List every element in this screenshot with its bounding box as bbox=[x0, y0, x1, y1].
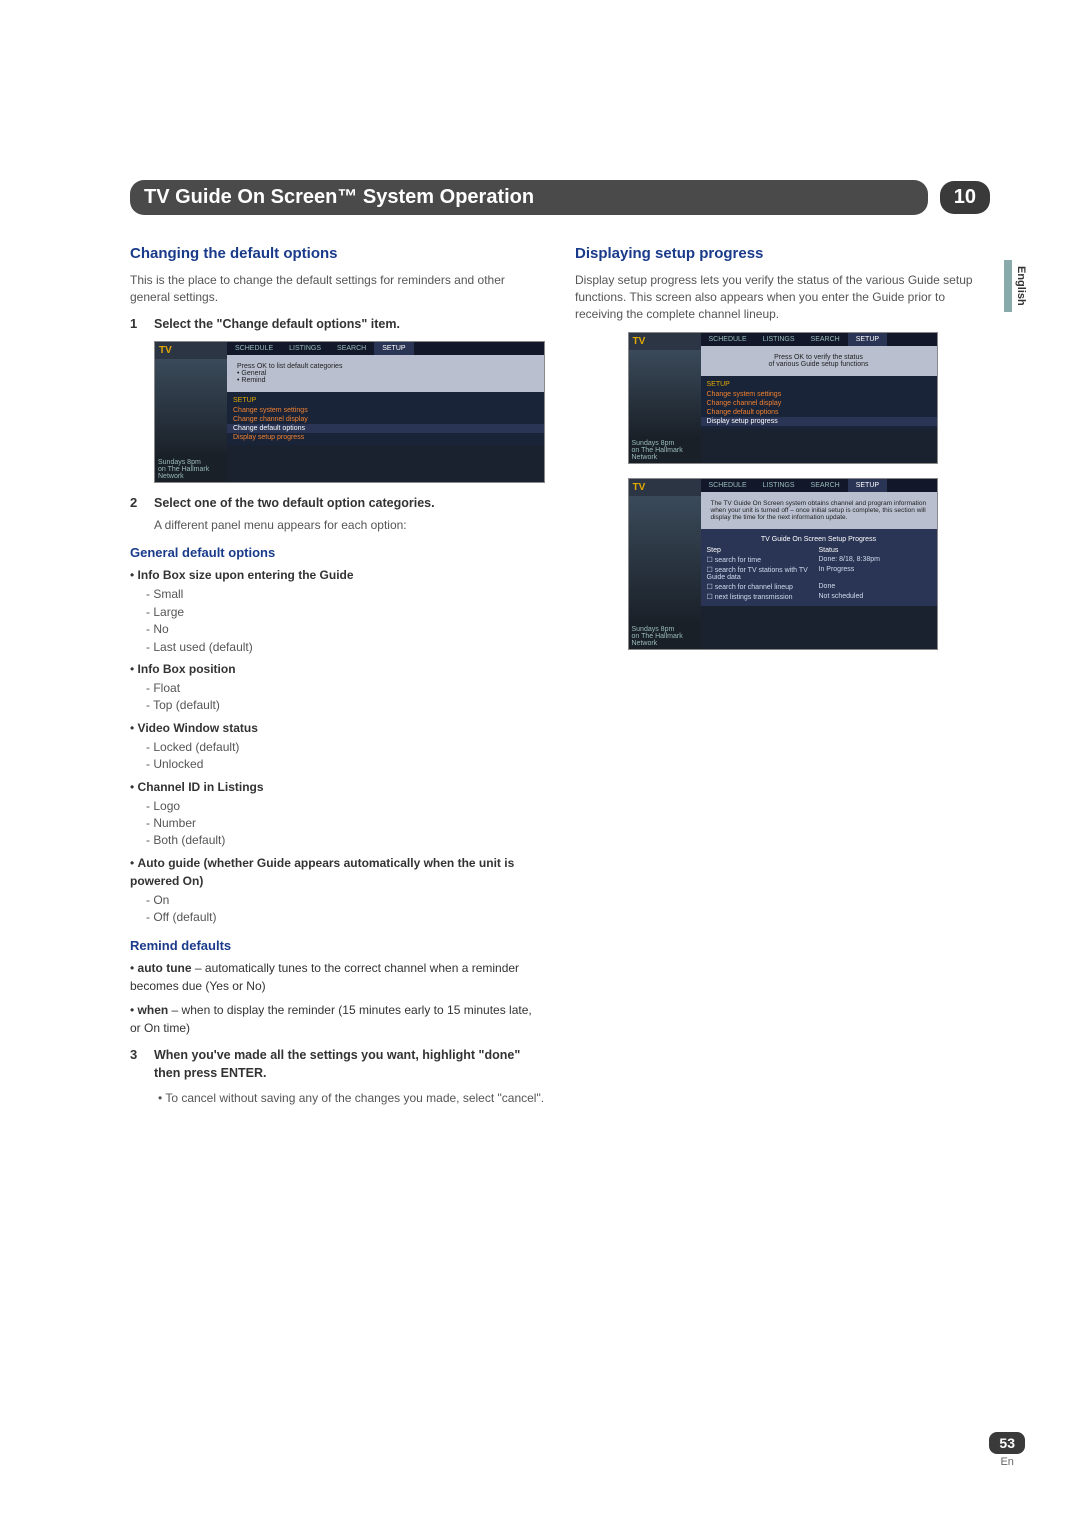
info-text: Press OK to verify the status bbox=[711, 354, 927, 361]
step-number: 1 bbox=[130, 316, 144, 331]
step-number: 2 bbox=[130, 495, 144, 510]
option-value: - Float bbox=[146, 680, 545, 697]
progress-status: In Progress bbox=[819, 566, 931, 581]
show-network: on The Hallmark Network bbox=[632, 633, 698, 647]
progress-step: ☐ search for TV stations with TV Guide d… bbox=[707, 566, 819, 581]
step-subtext: A different panel menu appears for each … bbox=[154, 517, 435, 534]
info-text: The TV Guide On Screen system obtains ch… bbox=[711, 500, 927, 521]
setup-menu-item-selected: Change default options bbox=[227, 424, 544, 433]
section-title-left: Changing the default options bbox=[130, 245, 545, 262]
tab-search: SEARCH bbox=[803, 479, 848, 492]
info-text: Press OK to list default categories bbox=[237, 363, 534, 370]
screenshot-setup-progress-status: TV Sundays 8pm on The Hallmark Network S… bbox=[628, 478, 938, 650]
section-title-right: Displaying setup progress bbox=[575, 245, 990, 262]
info-text: • Remind bbox=[237, 377, 534, 384]
chapter-number-badge: 10 bbox=[940, 181, 990, 214]
option-value: - Unlocked bbox=[146, 756, 545, 773]
tab-setup: SETUP bbox=[374, 342, 413, 355]
chapter-title: TV Guide On Screen™ System Operation bbox=[130, 180, 928, 215]
tv-logo: TV bbox=[155, 342, 227, 359]
option-heading: • Auto guide (whether Guide appears auto… bbox=[130, 854, 545, 890]
option-value: - Last used (default) bbox=[146, 639, 545, 656]
progress-header: Step bbox=[707, 547, 819, 554]
tab-schedule: SCHEDULE bbox=[701, 333, 755, 346]
tv-logo: TV bbox=[629, 333, 701, 350]
option-value: - Both (default) bbox=[146, 832, 545, 849]
tab-schedule: SCHEDULE bbox=[701, 479, 755, 492]
progress-header: Status bbox=[819, 547, 931, 554]
option-value: - Small bbox=[146, 586, 545, 603]
tv-logo: TV bbox=[629, 479, 701, 496]
page-footer: 53 En bbox=[989, 1432, 1025, 1468]
remind-item: • when – when to display the reminder (1… bbox=[130, 1001, 545, 1037]
screenshot-change-defaults: TV Sundays 8pm on The Hallmark Network S… bbox=[154, 341, 545, 483]
tab-search: SEARCH bbox=[803, 333, 848, 346]
left-column: Changing the default options This is the… bbox=[130, 245, 545, 1107]
progress-status: Not scheduled bbox=[819, 593, 931, 601]
tab-setup: SETUP bbox=[848, 479, 887, 492]
progress-step: ☐ next listings transmission bbox=[707, 593, 819, 601]
progress-status: Done: 8/18, 8:38pm bbox=[819, 556, 931, 564]
general-default-options-heading: General default options bbox=[130, 545, 545, 560]
option-heading: • Video Window status bbox=[130, 719, 545, 737]
option-value: - On bbox=[146, 892, 545, 909]
option-heading: • Info Box size upon entering the Guide bbox=[130, 566, 545, 584]
progress-status: Done bbox=[819, 583, 931, 591]
screenshot-setup-progress-menu: TV Sundays 8pm on The Hallmark Network S… bbox=[628, 332, 938, 464]
option-value: - Top (default) bbox=[146, 697, 545, 714]
step-3-note: • To cancel without saving any of the ch… bbox=[158, 1090, 545, 1107]
page-content: TV Guide On Screen™ System Operation 10 … bbox=[0, 0, 1080, 1167]
intro-right: Display setup progress lets you verify t… bbox=[575, 272, 990, 322]
option-heading: • Info Box position bbox=[130, 660, 545, 678]
step-text: Select one of the two default option cat… bbox=[154, 495, 435, 513]
setup-menu-item: Change system settings bbox=[227, 406, 544, 415]
option-value: - Large bbox=[146, 604, 545, 621]
step-text: When you've made all the settings you wa… bbox=[154, 1047, 545, 1082]
setup-menu-item-selected: Display setup progress bbox=[701, 417, 937, 426]
show-network: on The Hallmark Network bbox=[632, 447, 698, 461]
intro-left: This is the place to change the default … bbox=[130, 272, 545, 306]
step-text: Select the "Change default options" item… bbox=[154, 316, 400, 334]
show-time: Sundays 8pm bbox=[632, 440, 698, 447]
tab-listings: LISTINGS bbox=[755, 333, 803, 346]
progress-step: ☐ search for time bbox=[707, 556, 819, 564]
page-lang: En bbox=[989, 1456, 1025, 1468]
option-heading: • Channel ID in Listings bbox=[130, 778, 545, 796]
chapter-header: TV Guide On Screen™ System Operation 10 bbox=[130, 180, 990, 215]
setup-menu-item: Change channel display bbox=[701, 399, 937, 408]
step-2: 2 Select one of the two default option c… bbox=[130, 495, 545, 533]
tab-setup: SETUP bbox=[848, 333, 887, 346]
info-text: of various Guide setup functions bbox=[711, 361, 927, 368]
step-3: 3 When you've made all the settings you … bbox=[130, 1047, 545, 1082]
setup-menu-item: Display setup progress bbox=[227, 433, 544, 442]
right-column: Displaying setup progress Display setup … bbox=[575, 245, 990, 1107]
option-value: - Number bbox=[146, 815, 545, 832]
step-1: 1 Select the "Change default options" it… bbox=[130, 316, 545, 334]
remind-defaults-heading: Remind defaults bbox=[130, 938, 545, 953]
option-value: - No bbox=[146, 621, 545, 638]
page-number: 53 bbox=[989, 1432, 1025, 1454]
setup-menu-item: Change channel display bbox=[227, 415, 544, 424]
language-tab: English bbox=[1004, 260, 1030, 312]
option-value: - Locked (default) bbox=[146, 739, 545, 756]
tab-listings: LISTINGS bbox=[281, 342, 329, 355]
option-value: - Logo bbox=[146, 798, 545, 815]
setup-menu-item: Change system settings bbox=[701, 390, 937, 399]
setup-menu-title: SETUP bbox=[227, 395, 544, 406]
tab-schedule: SCHEDULE bbox=[227, 342, 281, 355]
progress-step: ☐ search for channel lineup bbox=[707, 583, 819, 591]
step-number: 3 bbox=[130, 1047, 144, 1062]
show-network: on The Hallmark Network bbox=[158, 466, 224, 480]
tab-search: SEARCH bbox=[329, 342, 374, 355]
setup-menu-item: Change default options bbox=[701, 408, 937, 417]
tab-listings: LISTINGS bbox=[755, 479, 803, 492]
setup-menu-title: SETUP bbox=[701, 379, 937, 390]
remind-item: • auto tune – automatically tunes to the… bbox=[130, 959, 545, 995]
show-time: Sundays 8pm bbox=[632, 626, 698, 633]
show-time: Sundays 8pm bbox=[158, 459, 224, 466]
option-value: - Off (default) bbox=[146, 909, 545, 926]
progress-title: TV Guide On Screen Setup Progress bbox=[707, 533, 931, 546]
info-text: • General bbox=[237, 370, 534, 377]
